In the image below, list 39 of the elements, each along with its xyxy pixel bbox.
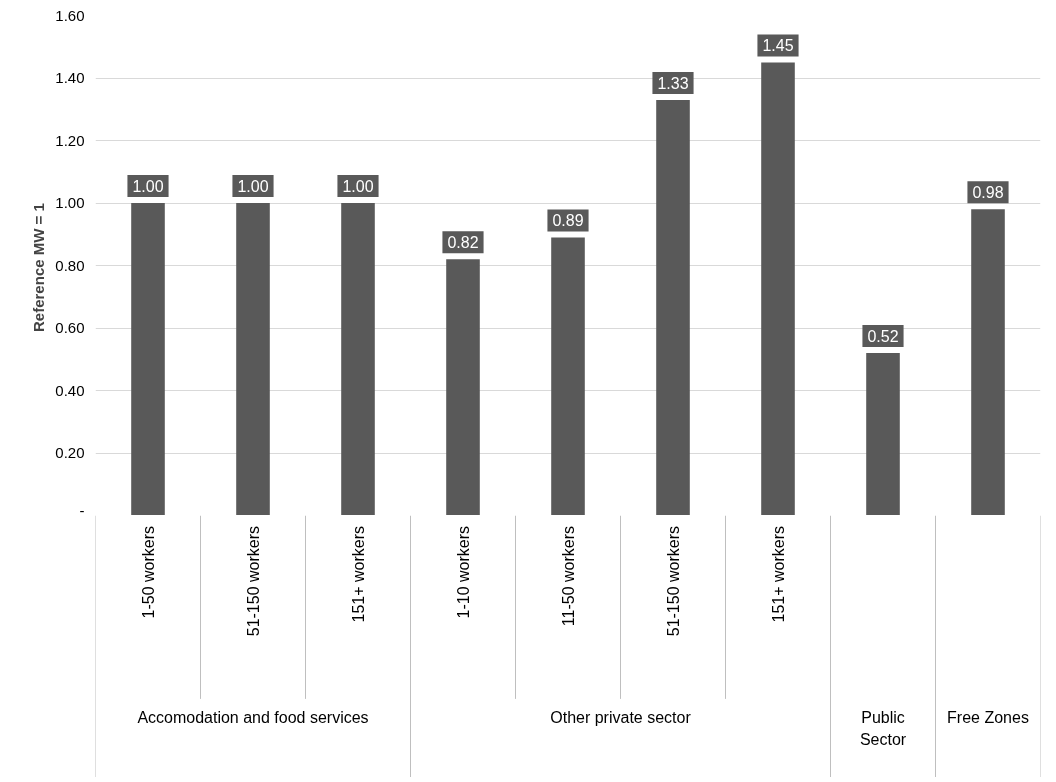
- x-tick-label: 51-150 workers: [664, 525, 682, 637]
- bar: [761, 62, 795, 515]
- bar: [131, 203, 165, 515]
- x-tick-label: 151+ workers: [349, 525, 367, 623]
- bar: [656, 99, 690, 515]
- y-tick-label: 0.80: [55, 256, 85, 274]
- data-label: 1.45: [762, 37, 794, 55]
- x-tick-label: 11-50 workers: [559, 525, 577, 627]
- text: Public Sector: [859, 709, 907, 749]
- data-label: 1.00: [237, 178, 269, 195]
- data-label: 1.00: [132, 178, 164, 195]
- bar: [446, 259, 480, 515]
- bar: [551, 237, 585, 515]
- data-label: 0.89: [552, 212, 584, 230]
- bar: [866, 353, 900, 515]
- bar: [971, 209, 1005, 515]
- y-tick-label: -: [79, 501, 85, 519]
- y-tick-label: 1.60: [55, 6, 85, 24]
- data-label: 0.82: [447, 234, 479, 252]
- y-tick-label: 0.60: [55, 319, 85, 336]
- data-label: 1.33: [657, 74, 689, 92]
- y-tick-label: 0.40: [55, 381, 85, 399]
- x-tick-label: 1-50 workers: [139, 525, 157, 619]
- data-label: 0.52: [867, 328, 899, 345]
- bar: [236, 203, 270, 515]
- y-axis-title: Reference MW = 1: [30, 203, 48, 332]
- y-tick-label: 1.40: [55, 69, 85, 86]
- y-tick-label: 1.20: [55, 131, 85, 149]
- text: Accomodation and food services: [137, 709, 369, 727]
- y-tick-label: 1.00: [55, 194, 85, 211]
- x-tick-label: 1-10 workers: [454, 525, 472, 619]
- bar: [341, 203, 375, 515]
- data-label: 0.98: [972, 184, 1004, 202]
- y-tick-label: 0.20: [55, 444, 85, 461]
- text: Free Zones: [947, 709, 1029, 727]
- data-label: 1.00: [342, 178, 374, 195]
- x-tick-label: 151+ workers: [769, 525, 787, 623]
- x-tick-label: 51-150 workers: [244, 525, 262, 637]
- text: Other private sector: [550, 709, 692, 727]
